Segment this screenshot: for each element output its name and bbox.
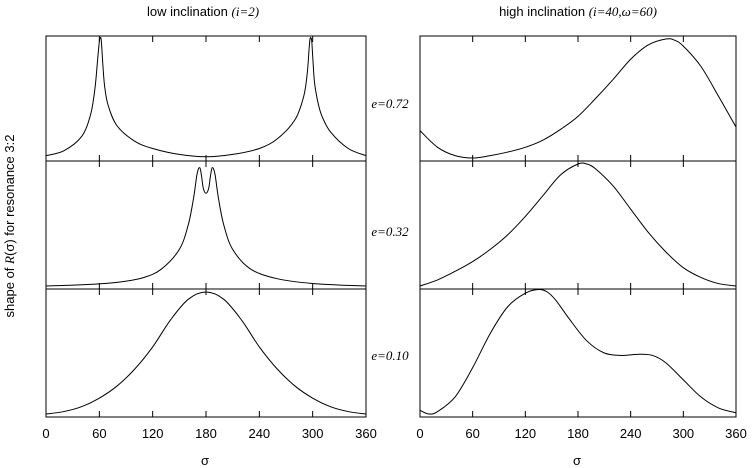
panel-frame-low-1: [45, 160, 367, 290]
plot-area: 0 60 120 180 240 300 360 0 60 120 180 240 300 360: [42, 35, 747, 441]
x-tick-label: 120: [514, 426, 536, 441]
low-inclination-curve-010: [46, 291, 366, 415]
x-tick-label: 240: [620, 426, 642, 441]
low-inclination-curve-032: [46, 167, 366, 287]
x-tick-label: 240: [248, 426, 270, 441]
high-inclination-curve-032: [420, 162, 736, 287]
high-inclination-curve-072: [420, 38, 736, 159]
x-tick-label: 0: [416, 426, 423, 441]
high-inclination-curve-010: [420, 289, 736, 415]
y-axis-label: shape of R(σ) for resonance 3:2: [2, 135, 17, 318]
x-tick-label: 300: [672, 426, 694, 441]
x-tick-label: 180: [567, 426, 589, 441]
x-tick-label: 120: [142, 426, 164, 441]
panel-frame-high-1: [419, 160, 737, 290]
row-label-e010: e=0.10: [371, 348, 409, 363]
title-right: high inclination (i=40,ω=60): [499, 4, 657, 19]
panel-frame-low-2: [45, 288, 367, 418]
x-tick-label: 60: [92, 426, 106, 441]
x-axis-label-right: σ: [573, 453, 581, 468]
x-tick-label: 0: [42, 426, 49, 441]
x-tick-label: 360: [725, 426, 747, 441]
low-inclination-curve-072: [46, 36, 366, 158]
row-label-e032: e=0.32: [371, 224, 409, 239]
x-axis-label-left: σ: [201, 453, 209, 468]
panel-frame-high-0: [419, 35, 737, 162]
title-left: low inclination (i=2): [147, 4, 259, 19]
x-tick-label: 360: [355, 426, 377, 441]
x-tick-label: 300: [302, 426, 324, 441]
panel-frame-high-2: [419, 288, 737, 418]
x-tick-label: 180: [195, 426, 217, 441]
row-label-e072: e=0.72: [371, 96, 409, 111]
x-tick-label: 60: [465, 426, 479, 441]
